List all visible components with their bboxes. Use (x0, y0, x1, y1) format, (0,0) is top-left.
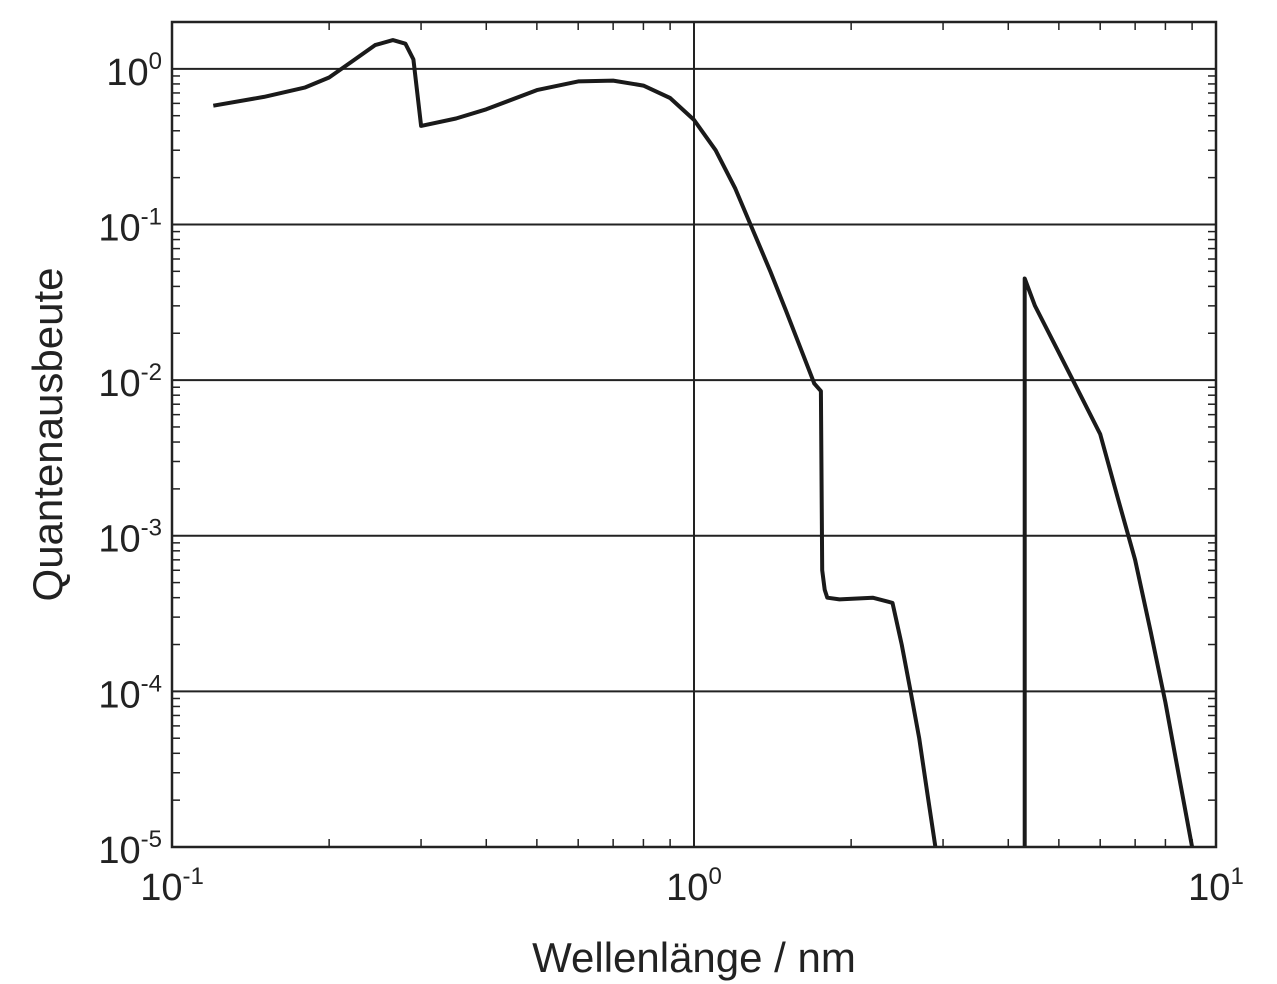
series-line-2 (1022, 276, 1195, 848)
series-line-1 (212, 38, 938, 848)
x-tick-label: 10-1 (140, 863, 204, 909)
y-tick-label: 10-3 (98, 515, 162, 561)
y-tick-label: 10-2 (98, 359, 162, 405)
x-tick-labels: 10-1 100 101 (140, 863, 1244, 909)
plot-frame (170, 20, 1218, 849)
minor-ticks (172, 22, 1216, 847)
x-axis-label: Wellenlänge / nm (532, 934, 856, 981)
series-group (212, 38, 1195, 848)
x-tick-label: 100 (666, 863, 722, 909)
y-axis-label: Quantenausbeute (24, 268, 71, 602)
y-tick-label: 10-5 (98, 826, 162, 872)
y-tick-label: 10-1 (98, 203, 162, 249)
y-tick-label: 10-4 (98, 670, 162, 716)
y-tick-labels: 100 10-1 10-2 10-3 10-4 10-5 (98, 48, 162, 872)
x-tick-label: 101 (1188, 863, 1244, 909)
y-tick-label: 100 (106, 48, 162, 94)
